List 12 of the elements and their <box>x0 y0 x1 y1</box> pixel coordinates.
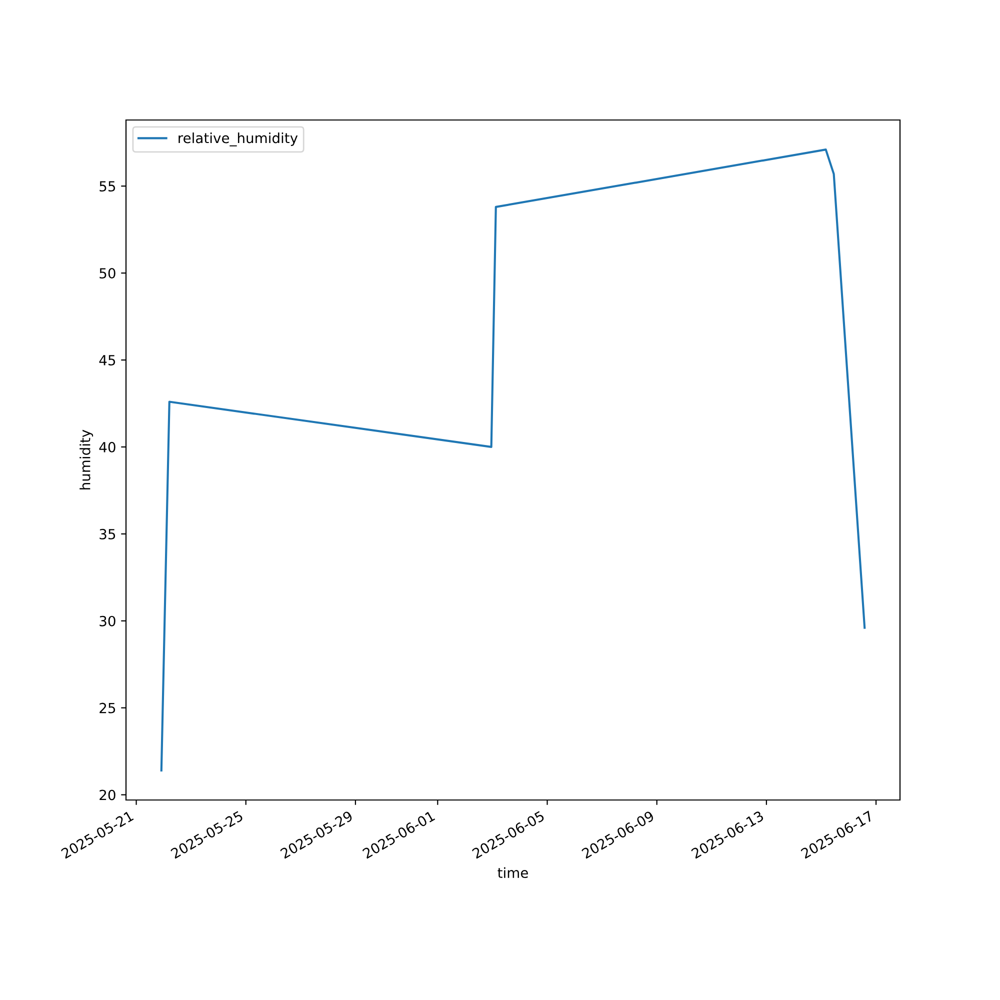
line-series <box>160 148 866 772</box>
y-axis-title: humidity <box>80 430 94 490</box>
y-tick-label: 30 <box>100 616 116 626</box>
y-tick-label: 45 <box>99 355 116 366</box>
y-tick-label: 55 <box>100 181 116 192</box>
y-tick-label: 35 <box>100 528 116 540</box>
x-axis-title: time <box>498 867 528 878</box>
y-tick-label: 25 <box>100 702 116 714</box>
y-tick-label: 50 <box>100 268 116 279</box>
y-tick-label: 40 <box>99 442 116 452</box>
legend-label: relative_humidity <box>178 132 298 146</box>
y-tick-label: 20 <box>100 790 116 800</box>
